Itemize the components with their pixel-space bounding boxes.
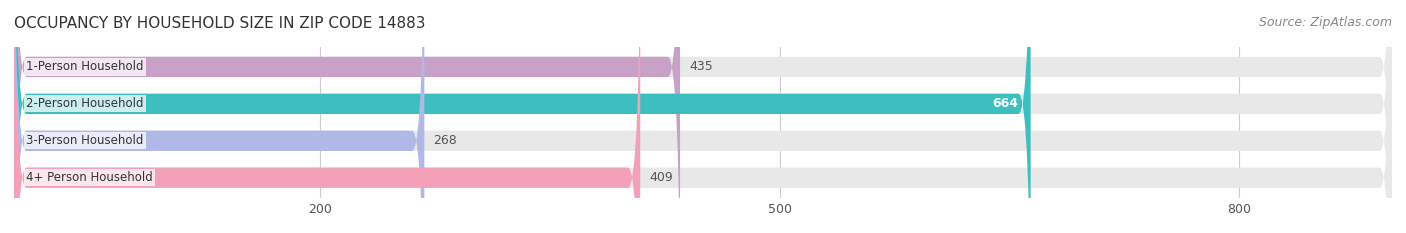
FancyBboxPatch shape <box>14 0 1392 233</box>
FancyBboxPatch shape <box>14 0 1031 233</box>
Text: 664: 664 <box>993 97 1018 110</box>
Text: OCCUPANCY BY HOUSEHOLD SIZE IN ZIP CODE 14883: OCCUPANCY BY HOUSEHOLD SIZE IN ZIP CODE … <box>14 16 426 31</box>
FancyBboxPatch shape <box>14 0 1392 233</box>
FancyBboxPatch shape <box>14 0 425 233</box>
Text: Source: ZipAtlas.com: Source: ZipAtlas.com <box>1258 16 1392 29</box>
FancyBboxPatch shape <box>14 0 1392 233</box>
FancyBboxPatch shape <box>14 0 640 233</box>
Text: 4+ Person Household: 4+ Person Household <box>27 171 153 184</box>
Text: 1-Person Household: 1-Person Household <box>27 60 143 73</box>
Text: 3-Person Household: 3-Person Household <box>27 134 143 147</box>
FancyBboxPatch shape <box>14 0 1392 233</box>
Text: 2-Person Household: 2-Person Household <box>27 97 143 110</box>
Text: 409: 409 <box>650 171 673 184</box>
Text: 435: 435 <box>689 60 713 73</box>
FancyBboxPatch shape <box>14 0 681 233</box>
Text: 268: 268 <box>433 134 457 147</box>
